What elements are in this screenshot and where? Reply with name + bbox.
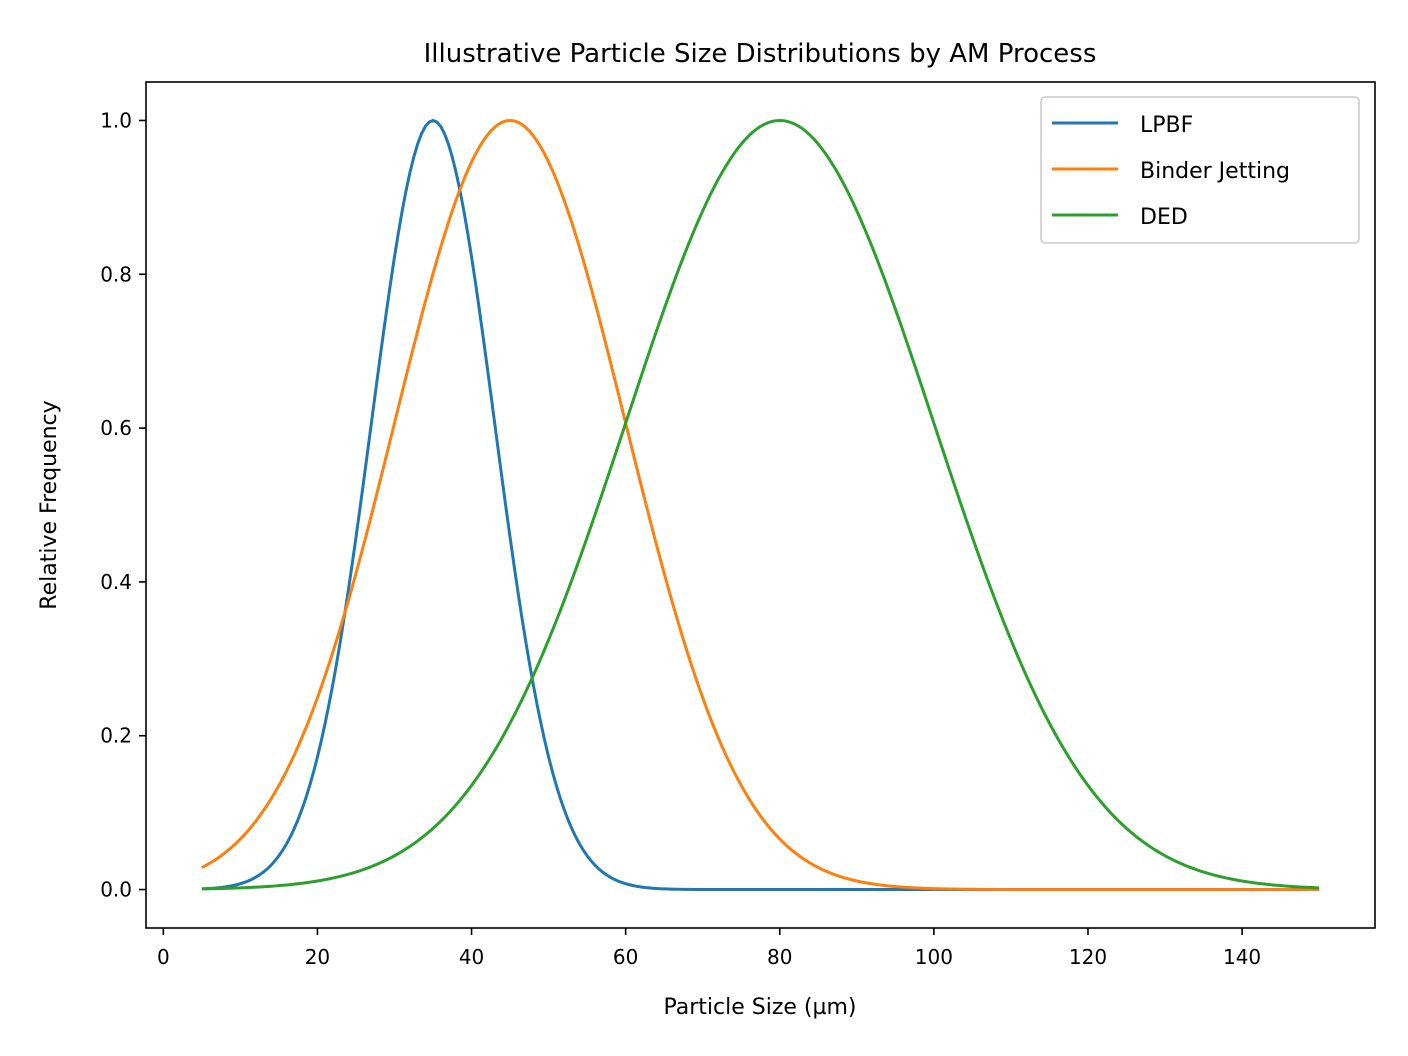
x-tick-label: 120 [1069,945,1107,969]
x-tick-label: 40 [459,945,484,969]
y-axis-label: Relative Frequency [37,400,62,609]
x-axis-label: Particle Size (µm) [663,995,856,1020]
x-tick-label: 140 [1223,945,1261,969]
legend: LPBF Binder Jetting DED [1040,96,1360,244]
plot-lines [201,118,1320,892]
legend-frame [1040,96,1360,244]
x-axis-ticks: 0 20 40 60 80 100 120 140 [157,928,1261,969]
y-tick-label: 0.2 [100,724,132,748]
x-tick-label: 20 [305,945,330,969]
legend-label: Binder Jetting [1140,159,1290,184]
y-tick-label: 0.6 [100,416,132,440]
series-line-binder-jetting [201,118,1320,892]
legend-label: LPBF [1140,113,1193,138]
chart-title: Illustrative Particle Size Distributions… [424,39,1097,69]
x-tick-label: 60 [613,945,638,969]
x-tick-label: 0 [157,945,170,969]
x-tick-label: 100 [915,945,953,969]
y-axis-ticks: 0.0 0.2 0.4 0.6 0.8 1.0 [100,108,146,902]
legend-label: DED [1140,205,1188,230]
plot-frame [145,81,1376,929]
y-tick-label: 0.0 [100,878,132,902]
x-tick-label: 80 [767,945,792,969]
y-tick-label: 1.0 [100,108,132,132]
series-line-ded [201,118,1320,891]
y-tick-label: 0.8 [100,262,132,286]
y-tick-label: 0.4 [100,570,132,594]
